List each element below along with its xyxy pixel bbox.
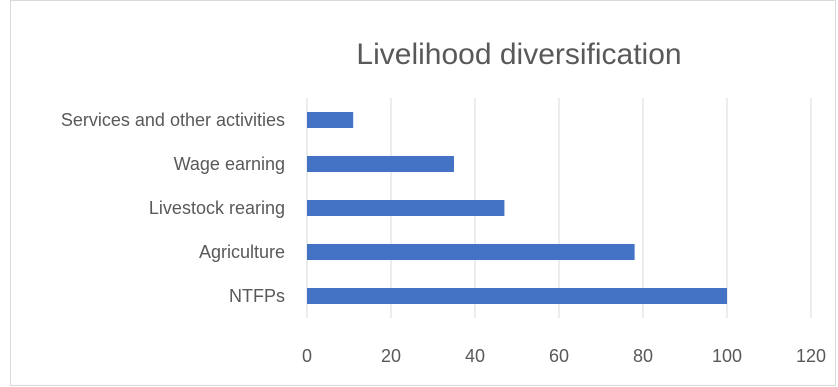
category-label: Livestock rearing [149,198,285,218]
x-tick-label: 0 [302,346,312,366]
bar [307,244,635,260]
category-label: NTFPs [229,286,285,306]
chart-title: Livelihood diversification [356,38,681,71]
bar-chart: Livelihood diversification Services and … [61,38,826,366]
category-label: Agriculture [199,242,285,262]
bar [307,156,454,172]
x-tick-label: 60 [549,346,569,366]
x-tick-label: 100 [712,346,742,366]
bar [307,200,505,216]
category-label: Services and other activities [61,110,285,130]
category-label: Wage earning [174,154,285,174]
chart-frame: Livelihood diversification Services and … [10,0,836,386]
bar [307,112,354,128]
category-labels: Services and other activities Wage earnin… [61,110,285,306]
x-tick-label: 40 [465,346,485,366]
bar [307,288,727,304]
bars [307,112,727,304]
x-axis-tick-labels: 0 20 40 60 80 100 120 [302,346,826,366]
x-tick-label: 20 [381,346,401,366]
x-tick-label: 80 [633,346,653,366]
x-tick-label: 120 [796,346,826,366]
